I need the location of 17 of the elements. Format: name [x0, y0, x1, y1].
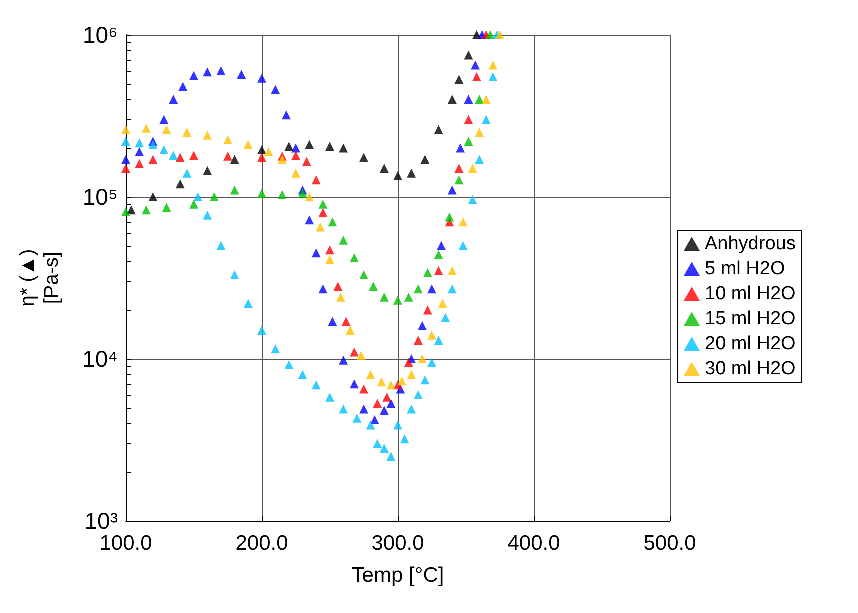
x-tick-label: 300.0 [372, 532, 424, 555]
x-tick-label: 500.0 [644, 532, 696, 555]
legend-label: 15 ml H2O [705, 308, 796, 330]
y-tick-label: 10⁵ [82, 184, 118, 210]
x-tick-label: 100.0 [100, 532, 152, 555]
y-tick-label: 10³ [84, 508, 118, 534]
legend-label: 10 ml H2O [705, 284, 796, 304]
x-axis-title: Temp [°C] [352, 564, 444, 587]
legend-label: 30 ml H2O [705, 358, 796, 380]
y-tick-label: 10⁶ [82, 22, 118, 48]
x-tick-label: 200.0 [236, 532, 288, 555]
legend-label: 20 ml H2O [705, 334, 796, 354]
legend-label: Anhydrous [705, 234, 796, 254]
y-tick-label: 10⁴ [82, 346, 118, 372]
y-axis-title: η* (▲) [Pa-s] [17, 249, 63, 307]
x-tick-label: 400.0 [508, 532, 560, 555]
legend-label: 5 ml H2O [705, 258, 786, 280]
